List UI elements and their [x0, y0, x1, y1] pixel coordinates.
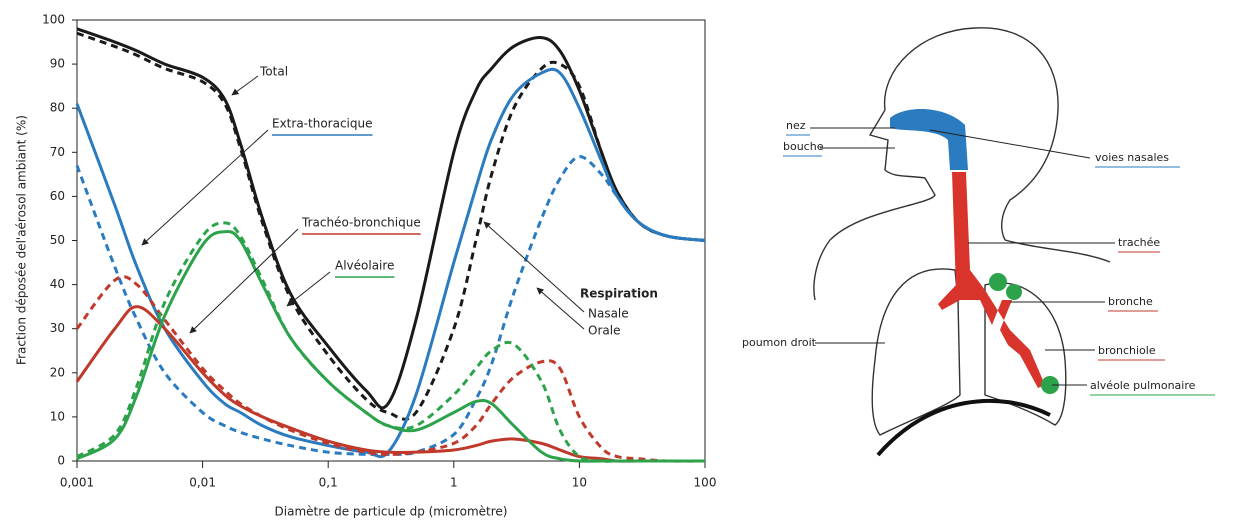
- series-line: [75, 155, 706, 457]
- alveole: [1041, 376, 1059, 394]
- y-tick-label: 40: [50, 277, 65, 291]
- label: poumon droit: [742, 336, 817, 349]
- legend-arrow: [536, 287, 585, 330]
- trachea-bronchi: [938, 172, 1045, 388]
- y-tick-label: 10: [50, 409, 65, 423]
- x-tick-label: 10: [572, 476, 587, 490]
- y-tick-label: 80: [50, 101, 65, 115]
- y-tick-label: 60: [50, 189, 65, 203]
- leader-line: [929, 129, 1091, 159]
- x-tick-label: 0,1: [319, 476, 338, 490]
- label: voies nasales: [1095, 151, 1169, 164]
- series-line: [75, 67, 706, 459]
- nasal-passage: [890, 108, 968, 170]
- legend-arrow: [483, 221, 585, 313]
- y-tick-label: 50: [50, 233, 65, 247]
- label-arrow: [189, 228, 299, 334]
- series-label: Total: [259, 65, 288, 79]
- plot-frame: [76, 19, 706, 462]
- series-line: [75, 305, 705, 463]
- label: trachée: [1118, 236, 1160, 249]
- label-arrow: [231, 75, 259, 96]
- series-line: [76, 31, 706, 421]
- label-arrow: [141, 129, 269, 246]
- legend-entry: Nasale: [588, 307, 629, 321]
- x-tick-label: 0,001: [60, 476, 94, 490]
- y-tick-label: 20: [50, 365, 65, 379]
- y-tick-label: 70: [50, 145, 65, 159]
- y-tick-label: 90: [50, 57, 65, 71]
- series-label: Extra-thoracique: [272, 117, 372, 131]
- label: bronchiole: [1098, 344, 1156, 357]
- y-tick-label: 30: [50, 321, 65, 335]
- alveole: [989, 273, 1007, 291]
- y-tick-label: 100: [42, 13, 65, 27]
- right-lung: [871, 268, 961, 436]
- diagram: nez bouche voies nasales trachée bronche…: [742, 27, 1215, 457]
- y-axis-title: Fraction déposée del'aérosol ambiant (%): [15, 115, 29, 365]
- head-outline: [883, 27, 1059, 241]
- label: alvéole pulmonaire: [1090, 379, 1196, 392]
- diaphragm: [876, 398, 1051, 457]
- alveole: [1006, 284, 1022, 300]
- x-axis-title: Diamètre de particule dp (micromètre): [275, 505, 508, 519]
- series-line: [75, 275, 706, 463]
- x-tick-label: 0,01: [189, 476, 216, 490]
- label: bronche: [1108, 295, 1153, 308]
- plot: 0 10 20 30 40 50 60 70 80 90 100 0,001 0,01 0,1 1 10 100…: [42, 13, 716, 490]
- face-outline: [813, 109, 936, 301]
- legend-title: Respiration: [580, 287, 658, 301]
- x-tick-label: 100: [694, 476, 717, 490]
- series-label: Alvéolaire: [335, 259, 394, 273]
- series-line: [76, 221, 705, 463]
- y-tick-label: 0: [57, 454, 65, 468]
- left-lung: [984, 282, 1067, 426]
- series-line: [76, 229, 705, 463]
- label-arrow: [286, 271, 331, 307]
- series-label: Trachéo-bronchique: [301, 216, 421, 230]
- x-tick-label: 1: [450, 476, 458, 490]
- legend-entry: Orale: [588, 324, 620, 338]
- label: bouche: [783, 140, 824, 153]
- label: nez: [786, 119, 806, 132]
